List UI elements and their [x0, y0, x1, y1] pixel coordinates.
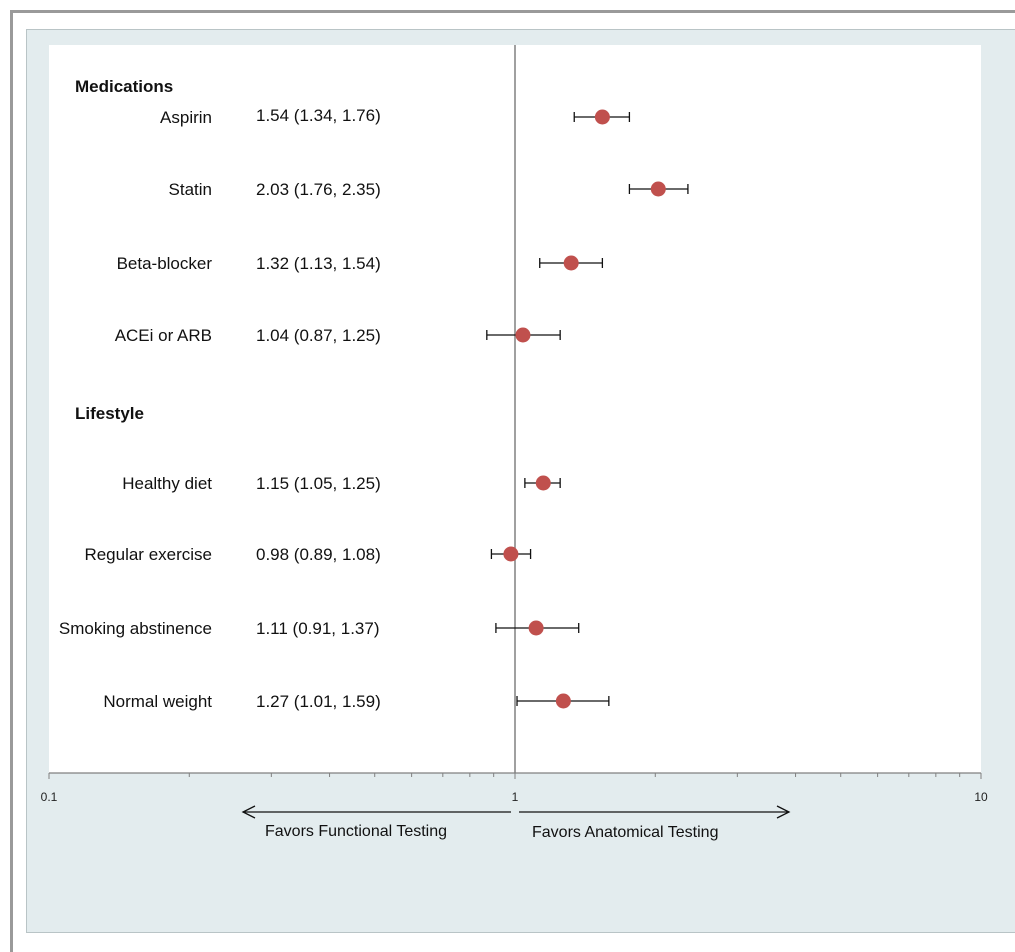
- x-tick-label: 0.1: [41, 790, 58, 804]
- forest-row: Healthy diet 1.15 (1.05, 1.25): [122, 474, 561, 493]
- row-label: Smoking abstinence: [59, 619, 212, 638]
- section-header: Medications: [75, 77, 173, 96]
- x-tick-label: 10: [974, 790, 988, 804]
- row-estimate-text: 1.15 (1.05, 1.25): [256, 474, 381, 493]
- estimate-point: [555, 693, 571, 709]
- row-label: Aspirin: [160, 108, 212, 127]
- row-estimate-text: 1.11 (0.91, 1.37): [256, 619, 380, 638]
- estimate-point: [594, 109, 610, 125]
- estimate-point: [515, 327, 531, 343]
- estimate-point: [535, 475, 551, 491]
- row-label: Beta-blocker: [117, 254, 213, 273]
- row-estimate-text: 2.03 (1.76, 2.35): [256, 180, 381, 199]
- forest-row: Regular exercise 0.98 (0.89, 1.08): [84, 545, 532, 564]
- forest-row: Beta-blocker 1.32 (1.13, 1.54): [117, 254, 604, 273]
- forest-row: Aspirin 1.54 (1.34, 1.76): [160, 106, 631, 127]
- arrow-left-head: [241, 805, 256, 819]
- forest-row: Smoking abstinence 1.11 (0.91, 1.37): [59, 619, 580, 638]
- row-estimate-text: 1.04 (0.87, 1.25): [256, 326, 381, 345]
- x-axis-ticks: 0.1 1 10: [41, 773, 988, 804]
- row-estimate-text: 1.54 (1.34, 1.76): [256, 106, 381, 125]
- forest-rows: Medications Aspirin 1.54 (1.34, 1.76) Stati…: [59, 77, 689, 711]
- forest-row: Normal weight 1.27 (1.01, 1.59): [103, 692, 610, 711]
- row-estimate-text: 1.27 (1.01, 1.59): [256, 692, 381, 711]
- row-label: ACEi or ARB: [115, 326, 212, 345]
- row-label: Statin: [169, 180, 212, 199]
- row-label: Healthy diet: [122, 474, 212, 493]
- x-tick-label: 1: [512, 790, 519, 804]
- favors-functional-label: Favors Functional Testing: [265, 823, 447, 840]
- row-label: Normal weight: [103, 692, 212, 711]
- estimate-point: [650, 181, 666, 197]
- favors-anatomical-label: Favors Anatomical Testing: [532, 824, 718, 841]
- estimate-point: [563, 255, 579, 271]
- estimate-point: [528, 620, 544, 636]
- estimate-point: [503, 546, 519, 562]
- forest-row: ACEi or ARB 1.04 (0.87, 1.25): [115, 326, 561, 345]
- row-label: Regular exercise: [84, 545, 212, 564]
- row-estimate-text: 0.98 (0.89, 1.08): [256, 545, 381, 564]
- arrow-right-head: [776, 805, 791, 819]
- favor-arrows: Favors Functional Testing Favors Anatomi…: [241, 805, 791, 841]
- forest-row: Statin 2.03 (1.76, 2.35): [169, 180, 689, 199]
- row-estimate-text: 1.32 (1.13, 1.54): [256, 254, 381, 273]
- section-header: Lifestyle: [75, 404, 144, 423]
